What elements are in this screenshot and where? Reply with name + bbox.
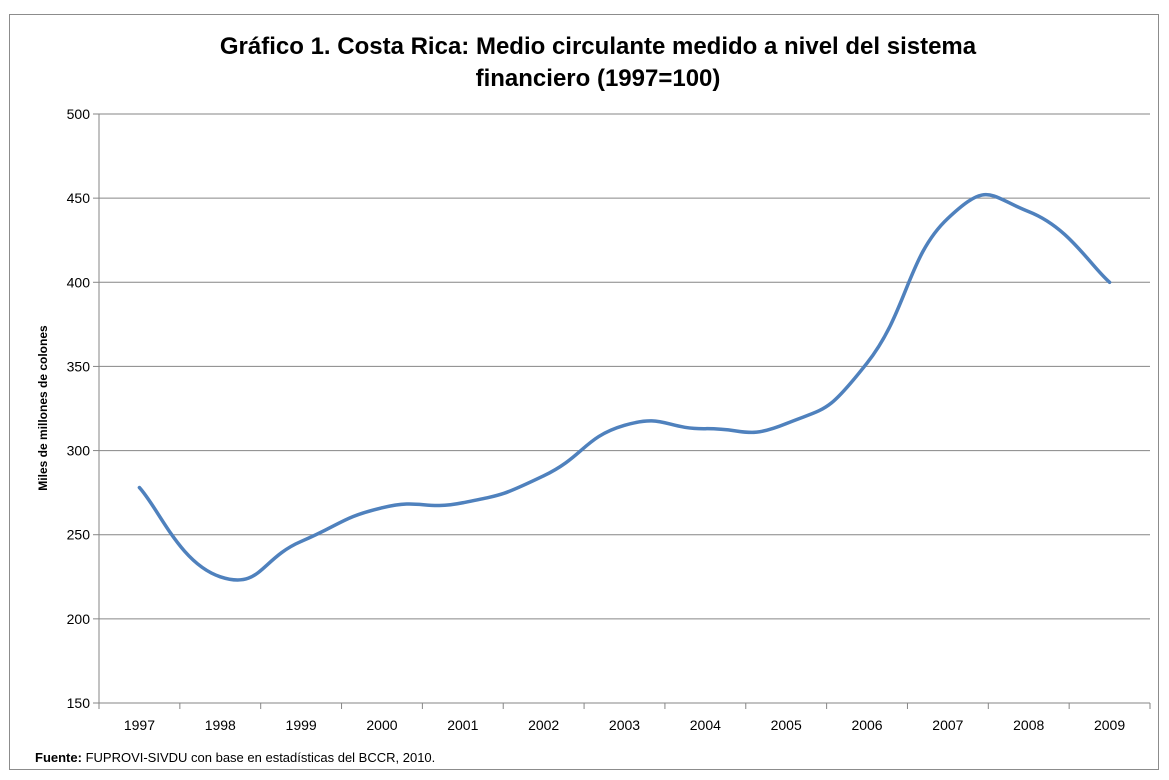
data-point-2005	[784, 422, 788, 426]
data-point-2003	[623, 423, 626, 427]
data-point-2004	[703, 427, 707, 431]
y-tick-label: 400	[67, 274, 91, 290]
chart-frame	[9, 14, 1159, 770]
data-point-2007	[946, 216, 950, 220]
x-tick-label: 2003	[609, 717, 640, 733]
x-tick-labels: 1997 1998 1999 2000 2001 2002 2003 2004 2005 2006…	[124, 717, 1126, 733]
y-tick-label: 500	[67, 106, 91, 122]
x-tick-label: 2007	[932, 717, 963, 733]
source-note: Fuente: FUPROVI-SIVDU con base en estadí…	[35, 750, 435, 765]
y-tick-labels: 150 200 250 300 350 400 450 500	[67, 106, 91, 711]
source-text: FUPROVI-SIVDU con base en estadísticas d…	[81, 750, 436, 765]
x-tick-label: 1997	[124, 717, 155, 733]
x-tick-label: 2001	[447, 717, 478, 733]
source-label: Fuente:	[35, 750, 82, 765]
x-tick-label: 1999	[286, 717, 317, 733]
y-tick-label: 450	[67, 190, 91, 206]
x-tick-label: 2004	[690, 717, 721, 733]
chart-title-line-1: Gráfico 1. Costa Rica: Medio circulante …	[220, 33, 977, 60]
x-tick-label: 1998	[205, 717, 236, 733]
x-tick-label: 2009	[1094, 717, 1125, 733]
data-point-2006	[865, 361, 869, 365]
y-tick-label: 350	[67, 358, 91, 374]
data-point-2009	[1108, 280, 1112, 284]
data-point-2001	[461, 501, 465, 505]
y-tick-label: 200	[67, 611, 91, 627]
x-tick-label: 2008	[1013, 717, 1044, 733]
x-tick-label: 2005	[771, 717, 802, 733]
gridlines	[93, 113, 1150, 704]
data-point-1999	[299, 539, 303, 543]
series-line-0	[137, 192, 1112, 582]
axes	[98, 114, 1151, 709]
x-tick-label: 2002	[528, 717, 559, 733]
data-point-1997	[137, 486, 141, 490]
y-axis-label: Miles de millones de colones	[36, 325, 50, 491]
data-point-2000	[380, 506, 384, 510]
data-point-1998	[218, 575, 222, 579]
y-tick-label: 150	[67, 695, 91, 711]
y-tick-label: 250	[67, 527, 91, 543]
data-point-2002	[542, 474, 546, 478]
data-point-2008	[1027, 210, 1031, 214]
x-tick-label: 2000	[366, 717, 397, 733]
chart-title-line-2: financiero (1997=100)	[476, 65, 721, 92]
series-layer	[137, 192, 1112, 582]
x-tick-label: 2006	[851, 717, 882, 733]
y-tick-label: 300	[67, 443, 91, 459]
